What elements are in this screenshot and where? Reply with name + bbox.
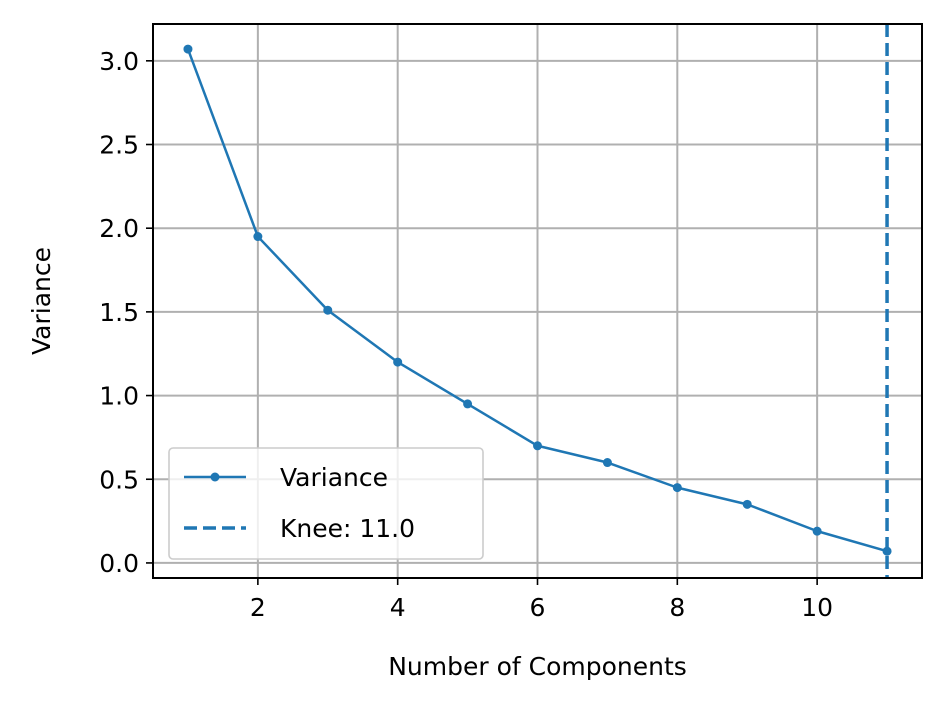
data-point: [393, 357, 403, 367]
y-tick-label: 0.5: [99, 465, 139, 494]
y-tick-label: 3.0: [99, 47, 139, 76]
legend: Variance Knee: 11.0: [168, 447, 484, 560]
x-tick-label: 6: [530, 593, 546, 622]
x-axis-label: Number of Components: [388, 652, 687, 681]
x-tick-label: 4: [390, 593, 406, 622]
data-point: [183, 44, 193, 54]
data-point: [253, 232, 263, 242]
x-tick-label: 2: [250, 593, 266, 622]
data-point: [463, 399, 473, 409]
data-point: [533, 441, 542, 451]
x-tick-label: 8: [669, 593, 685, 622]
data-point: [602, 458, 612, 468]
data-point: [742, 499, 752, 509]
y-tick-label: 0.0: [99, 549, 139, 578]
legend-marker-variance: [210, 472, 220, 482]
data-point: [812, 526, 822, 536]
y-tick-label: 2.5: [99, 131, 139, 160]
data-point: [882, 546, 892, 556]
series-lines: [183, 44, 892, 556]
legend-label-knee: Knee: 11.0: [280, 514, 415, 543]
data-point: [672, 483, 682, 493]
legend-label-variance: Variance: [280, 463, 388, 492]
axis-ticks: 2 4 6 8 10 0.0 0.5 1.0 1.5 2.0 2.5 3.0: [99, 47, 833, 622]
y-axis-label: Variance: [27, 247, 56, 355]
legend-box: [168, 447, 484, 560]
y-tick-label: 2.0: [99, 214, 139, 243]
data-point: [323, 305, 333, 315]
y-tick-label: 1.0: [99, 382, 139, 411]
y-tick-label: 1.5: [99, 298, 139, 327]
x-tick-label: 10: [801, 593, 833, 622]
